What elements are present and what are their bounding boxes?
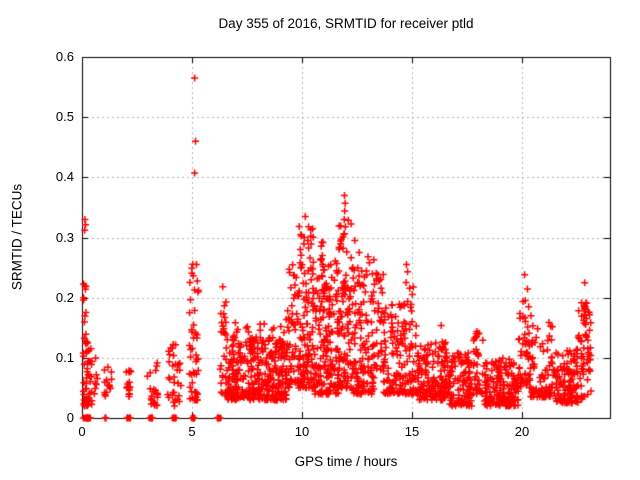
x-tick-label: 0	[78, 424, 86, 439]
x-tick-label: 20	[514, 424, 530, 439]
x-axis-label: GPS time / hours	[294, 454, 398, 469]
y-tick-label: 0.1	[55, 349, 74, 365]
x-tick-label: 15	[404, 424, 420, 439]
y-tick-label: 0.4	[55, 169, 74, 185]
y-tick-label: 0	[66, 410, 74, 425]
y-tick-label: 0.3	[55, 229, 74, 245]
y-axis-label: SRMTID / TECUs	[9, 183, 25, 291]
y-tick-label: 0.5	[55, 109, 74, 125]
chart-title: Day 355 of 2016, SRMTID for receiver ptl…	[218, 16, 474, 31]
y-tick-label: 0.6	[55, 49, 74, 64]
x-tick-label: 10	[294, 424, 310, 439]
y-tick-label: 0.2	[55, 289, 74, 305]
x-tick-label: 5	[188, 424, 196, 439]
